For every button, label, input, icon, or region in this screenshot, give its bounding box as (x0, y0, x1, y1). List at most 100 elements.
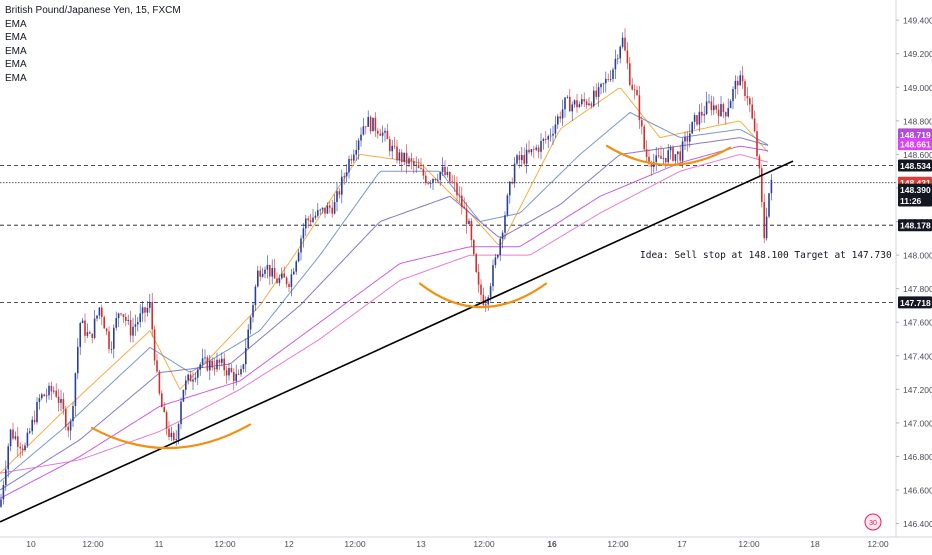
candle (161, 393, 163, 408)
ema-legend-4[interactable]: EMA (5, 59, 27, 70)
candle (329, 205, 331, 208)
candle (569, 96, 571, 112)
candle (629, 63, 631, 85)
ema-line-4[interactable] (0, 145, 769, 499)
trendline[interactable] (0, 160, 794, 523)
candle (741, 75, 744, 82)
pattern-curve-2[interactable] (418, 282, 548, 309)
ema-legend-3[interactable]: EMA (5, 45, 27, 57)
candle (547, 136, 549, 140)
candle (727, 108, 729, 117)
candle (189, 374, 192, 382)
candle (343, 176, 345, 178)
ema-legend-2[interactable]: EMA (5, 32, 27, 43)
ema-legend-5[interactable]: EMA (5, 72, 27, 84)
candle (120, 313, 122, 315)
candle (744, 81, 746, 97)
candle (273, 268, 276, 279)
price-label-box (898, 138, 932, 151)
candle (24, 445, 26, 451)
candle (295, 261, 297, 272)
candle (403, 152, 405, 162)
candle (710, 101, 713, 111)
x-tick-label: 16 (547, 539, 557, 549)
candle (293, 271, 295, 275)
candle (317, 210, 319, 216)
candle (679, 151, 681, 161)
pattern-curve-3[interactable] (605, 144, 732, 166)
candle (101, 307, 103, 318)
candle (669, 147, 672, 151)
candle (717, 109, 720, 117)
candle (489, 286, 492, 298)
candle (55, 390, 57, 397)
tradingview-logo-icon: 30 (863, 512, 883, 532)
candle (228, 368, 230, 376)
candle (614, 58, 617, 70)
candle (360, 134, 362, 141)
candle (494, 257, 497, 266)
price-label-text: 11:26 (900, 196, 922, 206)
x-tick-label: 12:00 (344, 539, 366, 549)
candle (223, 358, 225, 371)
candle (365, 126, 367, 128)
candle (401, 152, 403, 162)
candle (45, 395, 48, 397)
idea-annotation[interactable]: Idea: Sell stop at 148.100 Target at 147… (640, 250, 892, 261)
pattern-curve-1[interactable] (90, 423, 252, 450)
candle (259, 270, 261, 277)
candle (41, 394, 43, 399)
candle (266, 264, 269, 270)
candle (465, 208, 468, 225)
candle (422, 168, 425, 176)
candle (725, 112, 727, 117)
candle (372, 117, 374, 132)
candle (257, 270, 259, 287)
candle (554, 124, 557, 134)
candle (552, 133, 554, 136)
candle (381, 132, 384, 136)
candle (408, 158, 410, 164)
ema-line-3[interactable] (0, 137, 769, 491)
candle (242, 364, 245, 370)
candle (377, 130, 379, 134)
candle (9, 429, 12, 447)
candle (192, 379, 194, 382)
candle (36, 401, 38, 423)
candle (50, 385, 53, 392)
x-tick-label: 12:00 (214, 539, 236, 549)
candle (686, 137, 689, 142)
candle (674, 154, 677, 161)
symbol-title[interactable]: British Pound/Japanese Yen, 15, FXCM (5, 5, 181, 16)
x-tick-label: 12:00 (473, 539, 495, 549)
candle (134, 324, 137, 327)
candle (29, 431, 31, 433)
candle (17, 436, 19, 447)
candle (588, 103, 590, 105)
candle (132, 326, 134, 336)
candle (156, 360, 158, 372)
candle (698, 111, 701, 125)
candle (357, 140, 360, 151)
candle (319, 209, 321, 211)
candle (0, 499, 2, 507)
candle (413, 161, 415, 166)
candle (153, 329, 156, 361)
candle (537, 147, 540, 152)
candle (185, 380, 187, 390)
ema-legend-1[interactable]: EMA (5, 18, 27, 30)
candle (391, 145, 393, 152)
candle (216, 359, 218, 370)
y-tick-label: 146.400 (903, 519, 932, 529)
price-label-box (898, 183, 932, 196)
candle (271, 268, 273, 277)
candle (331, 207, 333, 214)
candle (333, 201, 336, 214)
candle (432, 178, 434, 184)
candle (689, 133, 691, 142)
y-tick-label: 148.800 (903, 116, 932, 126)
candle (595, 90, 597, 97)
candle (571, 104, 573, 112)
